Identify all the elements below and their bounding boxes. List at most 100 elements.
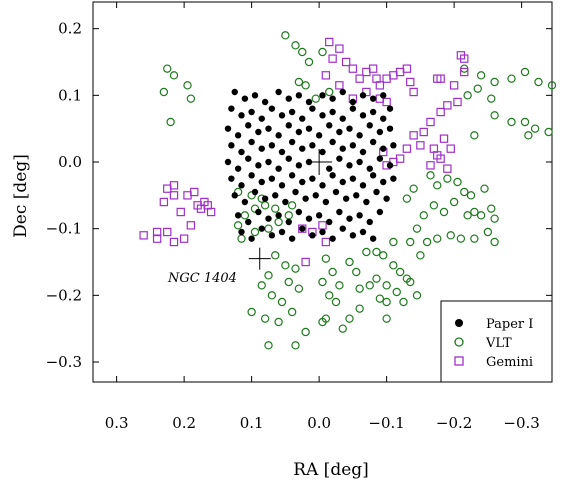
point-gemini-31 — [389, 71, 398, 80]
point-vlt-106 — [395, 267, 405, 277]
point-paper-i-117 — [255, 208, 262, 216]
legend-label-gemini: Gemini — [486, 355, 533, 370]
point-gemini-19 — [325, 37, 334, 47]
point-vlt-2 — [159, 87, 169, 97]
point-vlt-25 — [490, 111, 499, 120]
point-vlt-67 — [240, 211, 250, 220]
point-paper-i-0 — [231, 88, 238, 96]
point-paper-i-8 — [319, 92, 326, 99]
point-vlt-97 — [345, 314, 354, 323]
point-paper-i-138 — [319, 228, 326, 236]
point-paper-i-113 — [373, 188, 380, 196]
point-paper-i-86 — [268, 175, 276, 182]
point-paper-i-41 — [315, 132, 323, 139]
point-vlt-109 — [362, 247, 371, 257]
point-gemini-38 — [362, 87, 371, 97]
point-gemini-30 — [382, 74, 391, 83]
point-paper-i-32 — [224, 125, 232, 132]
point-vlt-23 — [473, 84, 482, 93]
point-paper-i-53 — [268, 142, 276, 149]
point-vlt-16 — [476, 71, 486, 80]
point-gemini-58 — [395, 154, 405, 163]
point-vlt-105 — [389, 261, 398, 270]
point-paper-i-45 — [356, 132, 363, 139]
point-paper-i-105 — [292, 188, 299, 196]
data-points — [139, 31, 557, 350]
point-vlt-19 — [520, 67, 530, 77]
point-vlt-63 — [287, 201, 297, 210]
point-vlt-37 — [466, 191, 476, 200]
point-paper-i-85 — [258, 178, 265, 186]
point-vlt-74 — [264, 271, 273, 280]
point-vlt-65 — [260, 201, 270, 210]
point-paper-i-77 — [346, 162, 353, 169]
point-gemini-22 — [341, 57, 351, 67]
point-paper-i-34 — [245, 122, 252, 129]
legend: Paper I VLT Gemini — [440, 300, 553, 383]
point-vlt-118 — [338, 324, 347, 333]
point-paper-i-120 — [285, 218, 292, 226]
point-vlt-73 — [281, 261, 290, 270]
point-vlt-102 — [392, 287, 401, 297]
point-gemini-40 — [335, 81, 344, 90]
point-vlt-34 — [443, 174, 452, 183]
point-paper-i-123 — [315, 212, 323, 219]
point-gemini-47 — [453, 97, 462, 107]
y-tick-label-5: −0.3 — [46, 353, 82, 371]
point-paper-i-5 — [285, 95, 292, 102]
point-paper-i-4 — [275, 88, 282, 96]
point-paper-i-43 — [336, 128, 343, 136]
point-gemini-66 — [321, 237, 331, 247]
point-paper-i-126 — [346, 215, 353, 222]
point-paper-i-125 — [336, 208, 343, 216]
point-paper-i-39 — [295, 128, 303, 136]
point-gemini-6 — [159, 197, 169, 207]
point-paper-i-92 — [329, 172, 336, 179]
point-vlt-8 — [298, 47, 307, 57]
point-gemini-29 — [375, 81, 385, 90]
point-vlt-117 — [375, 294, 385, 303]
point-vlt-0 — [163, 64, 172, 73]
point-paper-i-70 — [265, 158, 272, 166]
point-paper-i-75 — [326, 165, 333, 172]
axis-ticks: 0.3 0.2 0.1 0.0 −0.1 −0.2 −0.3 0.2 0.1 0.0 −0.1 −0.… — [46, 2, 552, 432]
point-vlt-87 — [301, 327, 310, 337]
point-vlt-71 — [233, 187, 243, 197]
point-paper-i-109 — [332, 188, 340, 196]
y-tick-label-2: 0.0 — [58, 153, 82, 171]
point-vlt-17 — [490, 77, 499, 87]
point-paper-i-47 — [376, 128, 384, 136]
point-paper-i-37 — [275, 132, 282, 139]
point-gemini-67 — [301, 257, 310, 267]
y-tick-label-3: −0.1 — [46, 220, 82, 238]
point-paper-i-83 — [238, 182, 245, 189]
point-paper-i-23 — [299, 115, 306, 122]
point-vlt-96 — [355, 284, 364, 293]
x-tick-label-2: 0.1 — [240, 414, 264, 432]
point-paper-i-108 — [322, 198, 330, 206]
legend-label-vlt: VLT — [485, 336, 512, 351]
point-vlt-20 — [534, 77, 543, 87]
point-paper-i-141 — [349, 232, 357, 239]
point-vlt-92 — [328, 267, 337, 277]
point-gemini-27 — [368, 64, 378, 73]
point-vlt-18 — [507, 74, 516, 83]
point-gemini-56 — [409, 131, 418, 140]
point-paper-i-42 — [326, 122, 333, 129]
point-gemini-23 — [321, 71, 331, 80]
point-vlt-7 — [291, 41, 300, 50]
point-gemini-7 — [163, 184, 172, 193]
point-paper-i-15 — [386, 105, 394, 112]
point-paper-i-119 — [275, 212, 282, 219]
point-vlt-21 — [547, 81, 557, 90]
point-paper-i-90 — [309, 175, 316, 182]
point-vlt-86 — [291, 341, 300, 350]
point-vlt-44 — [449, 197, 459, 207]
point-gemini-4 — [179, 234, 189, 243]
point-paper-i-71 — [275, 165, 282, 172]
point-gemini-10 — [183, 191, 192, 200]
point-gemini-51 — [419, 127, 428, 137]
point-vlt-24 — [487, 94, 496, 103]
point-paper-i-22 — [288, 108, 296, 116]
point-paper-i-124 — [326, 218, 333, 226]
